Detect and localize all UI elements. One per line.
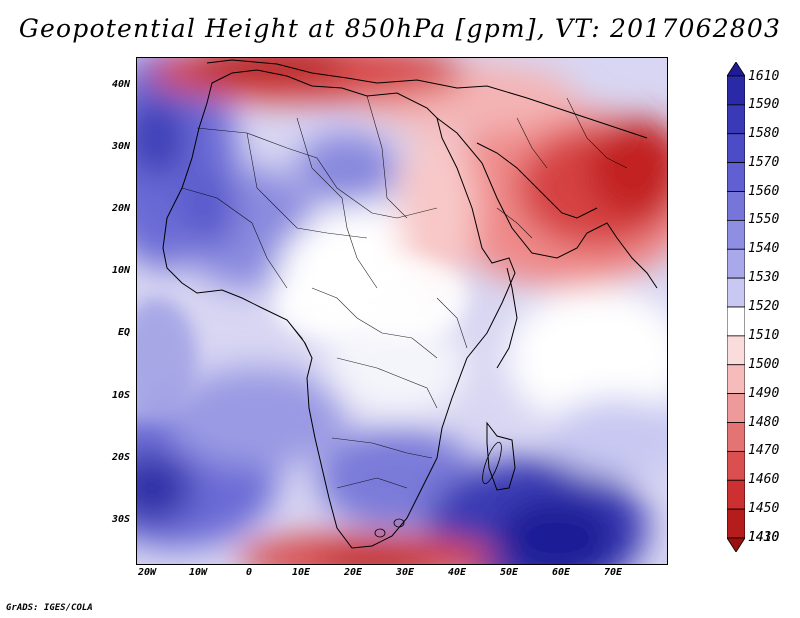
colorbar-swatch — [727, 248, 745, 279]
colorbar-level-label: 1490 — [748, 385, 780, 401]
lat-label-10s: 10S — [111, 390, 130, 401]
colorbar-level-label: 1520 — [748, 299, 780, 314]
colorbar-level-label: 1570 — [748, 154, 780, 170]
colorbar-level-label: 1470 — [748, 443, 780, 459]
colorbar-level-label: 1560 — [748, 183, 780, 199]
colorbar-swatch — [727, 422, 745, 452]
lat-label-10n: 10N — [111, 265, 130, 276]
colorbar-level-label: 1540 — [748, 241, 780, 257]
colorbar-level-label: 1500 — [748, 356, 780, 372]
colorbar-swatch — [727, 450, 745, 481]
lat-label-40n: 40N — [111, 79, 130, 90]
colorbar-level-label: 1430 — [748, 530, 780, 545]
map-panel — [136, 57, 668, 565]
colorbar-level-label: 1580 — [748, 125, 780, 141]
colorbar-swatch — [727, 335, 745, 366]
colorbar-swatch — [727, 479, 745, 510]
lon-label-10e: 10E — [291, 567, 311, 578]
lat-label-20s: 20S — [111, 452, 130, 463]
colorbar-swatch — [727, 277, 745, 308]
colorbar-swatch — [727, 104, 745, 135]
colorbar-swatch — [727, 75, 745, 106]
footer-credit: GrADS: IGES/COLA — [6, 603, 93, 613]
lon-label-50e: 50E — [499, 567, 519, 578]
lat-label-eq: EQ — [117, 327, 130, 338]
colorbar-level-label: 1450 — [748, 501, 780, 517]
colorbar-level-label: 1460 — [748, 472, 780, 488]
lon-label-30e: 30E — [395, 567, 415, 578]
lon-label-40e: 40E — [447, 567, 467, 578]
colorbar-swatch — [727, 393, 745, 423]
lat-label-20n: 20N — [111, 203, 130, 214]
colorbar-swatch — [727, 133, 745, 164]
colorbar-level-label: 1550 — [748, 212, 780, 228]
colorbar-level-label: 1510 — [748, 327, 780, 343]
lon-label-70e: 70E — [603, 567, 623, 578]
lon-label-0: 0 — [245, 567, 253, 578]
lon-label-20e: 20E — [343, 567, 363, 578]
lat-label-30n: 30N — [111, 141, 130, 152]
lon-label-60e: 60E — [551, 567, 571, 578]
colorbar-level-label: 1610 — [748, 69, 780, 84]
colorbar-level-label: 1590 — [748, 96, 780, 112]
lat-label-30s: 30S — [111, 514, 130, 525]
colorbar-swatch — [727, 508, 745, 539]
colorbar-level-label: 1530 — [748, 270, 780, 286]
lon-label-20w: 20W — [137, 567, 157, 578]
colorbar-swatch — [727, 162, 745, 192]
colorbar-swatch — [727, 364, 745, 395]
colorbar-level-label: 1410 — [748, 530, 780, 545]
geopotential-map — [137, 58, 667, 564]
colorbar-level-label: 1480 — [748, 414, 780, 430]
colorbar-swatch — [727, 191, 745, 221]
lon-label-10w: 10W — [188, 567, 208, 578]
colorbar-swatch — [727, 306, 745, 337]
colorbar-top-triangle — [727, 62, 745, 77]
colorbar-swatch — [727, 219, 745, 250]
map-title: Geopotential Height at 850hPa [gpm], VT:… — [18, 14, 782, 43]
colorbar-bottom-triangle — [727, 537, 745, 552]
colorbar — [727, 62, 745, 552]
